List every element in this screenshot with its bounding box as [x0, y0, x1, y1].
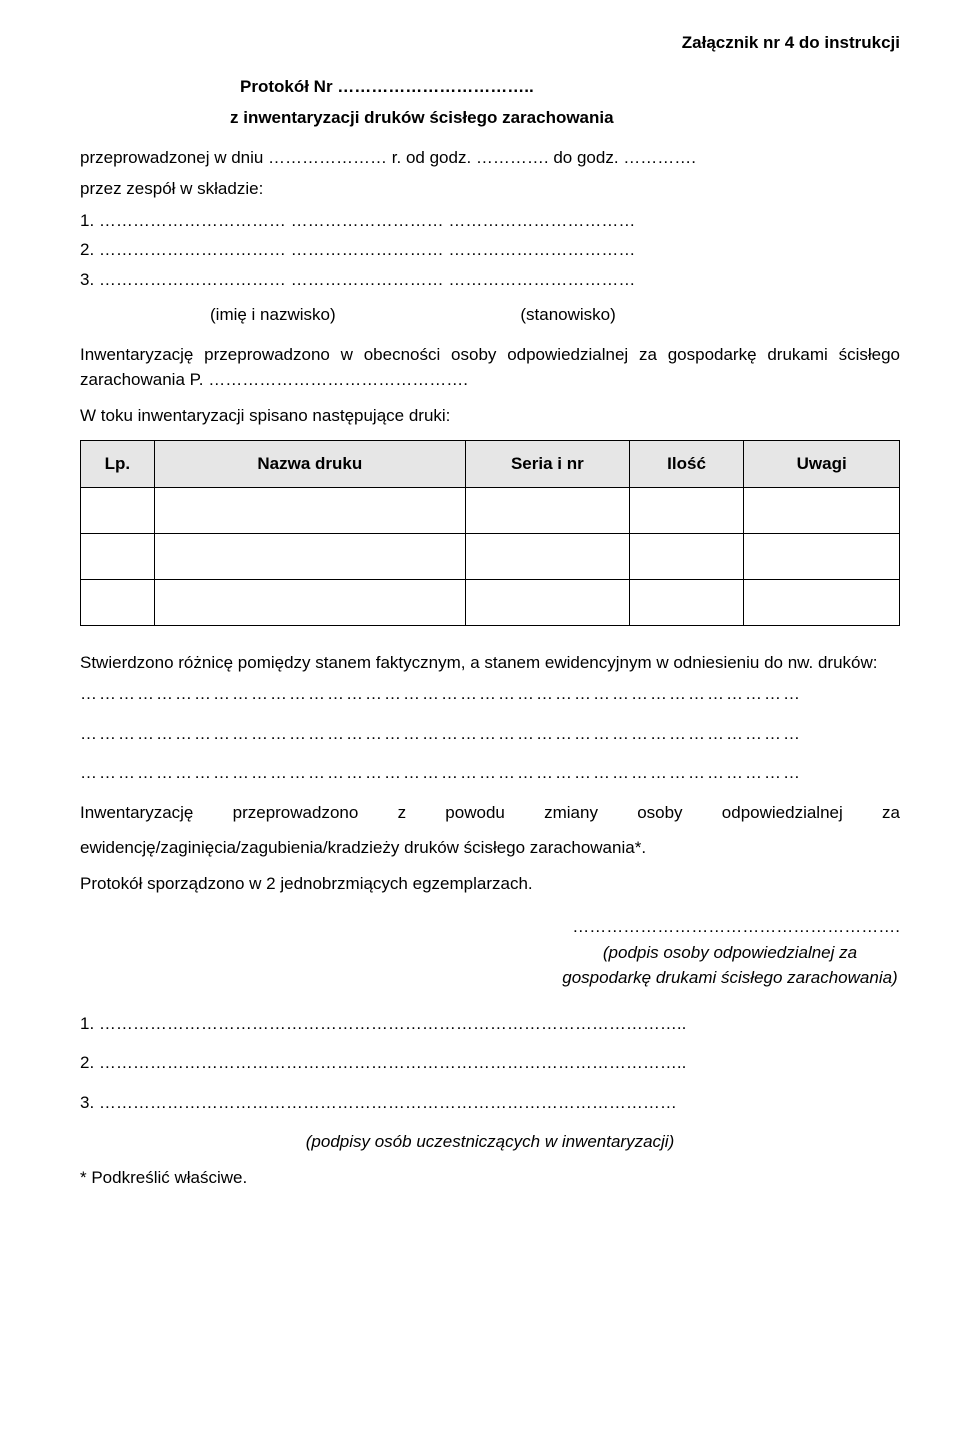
table-row	[81, 487, 900, 533]
protocol-subtitle: z inwentaryzacji druków ścisłego zaracho…	[80, 105, 900, 131]
signature-right-dots: ………………………………………………….	[80, 914, 900, 940]
w2: przeprowadzono	[233, 803, 359, 822]
th-ilosc: Ilość	[629, 441, 744, 488]
reason-paragraph-line2: ewidencję/zaginięcia/zagubienia/kradzież…	[80, 835, 900, 861]
team-member-1: 1. …………………………… ……………………… ……………………………	[80, 208, 900, 234]
w8: za	[882, 803, 900, 822]
footnote: * Podkreślić właściwe.	[80, 1165, 900, 1191]
dots-line-3: ……………………………………………………………………………………………………	[80, 760, 900, 786]
th-seria: Seria i nr	[465, 441, 629, 488]
protocol-title: Protokół Nr ……………………………..	[80, 74, 900, 100]
signature-right-desc: (podpis osoby odpowiedzialnej za gospoda…	[560, 940, 900, 991]
table-row	[81, 533, 900, 579]
signature-list: 1. ………………………………………………………………………………………….. …	[80, 1011, 900, 1116]
w5: zmiany	[544, 803, 598, 822]
team-member-3: 3. …………………………… ……………………… ……………………………	[80, 267, 900, 293]
th-nazwa: Nazwa druku	[154, 441, 465, 488]
body-paragraph-1: Inwentaryzację przeprowadzono w obecnośc…	[80, 342, 900, 393]
w3: z	[398, 803, 407, 822]
body-paragraph-2: W toku inwentaryzacji spisano następując…	[80, 403, 900, 429]
signature-1: 1. …………………………………………………………………………………………..	[80, 1011, 900, 1037]
w1: Inwentaryzację	[80, 803, 193, 822]
intro-line-date: przeprowadzonej w dniu ………………… r. od god…	[80, 145, 900, 171]
attachment-header: Załącznik nr 4 do instrukcji	[80, 30, 900, 56]
signature-center-desc: (podpisy osób uczestniczących w inwentar…	[80, 1129, 900, 1155]
role-labels: (imię i nazwisko) (stanowisko)	[80, 302, 900, 328]
th-lp: Lp.	[81, 441, 155, 488]
table-header-row: Lp. Nazwa druku Seria i nr Ilość Uwagi	[81, 441, 900, 488]
role-position-label: (stanowisko)	[340, 302, 615, 328]
copies-paragraph: Protokół sporządzono w 2 jednobrzmiących…	[80, 871, 900, 897]
role-name-label: (imię i nazwisko)	[80, 302, 336, 328]
th-uwagi: Uwagi	[744, 441, 900, 488]
signature-3: 3. …………………………………………………………………………………………	[80, 1090, 900, 1116]
signature-2: 2. …………………………………………………………………………………………..	[80, 1050, 900, 1076]
difference-paragraph: Stwierdzono różnicę pomiędzy stanem fakt…	[80, 650, 900, 676]
w6: osoby	[637, 803, 682, 822]
intro-line-team: przez zespół w składzie:	[80, 176, 900, 202]
reason-paragraph: Inwentaryzację przeprowadzono z powodu z…	[80, 800, 900, 826]
table-row	[81, 579, 900, 625]
w7: odpowiedzialnej	[722, 803, 843, 822]
dots-line-1: ……………………………………………………………………………………………………	[80, 681, 900, 707]
inventory-table: Lp. Nazwa druku Seria i nr Ilość Uwagi	[80, 440, 900, 626]
team-member-2: 2. …………………………… ……………………… ……………………………	[80, 237, 900, 263]
dots-line-2: ……………………………………………………………………………………………………	[80, 721, 900, 747]
w4: powodu	[445, 803, 505, 822]
